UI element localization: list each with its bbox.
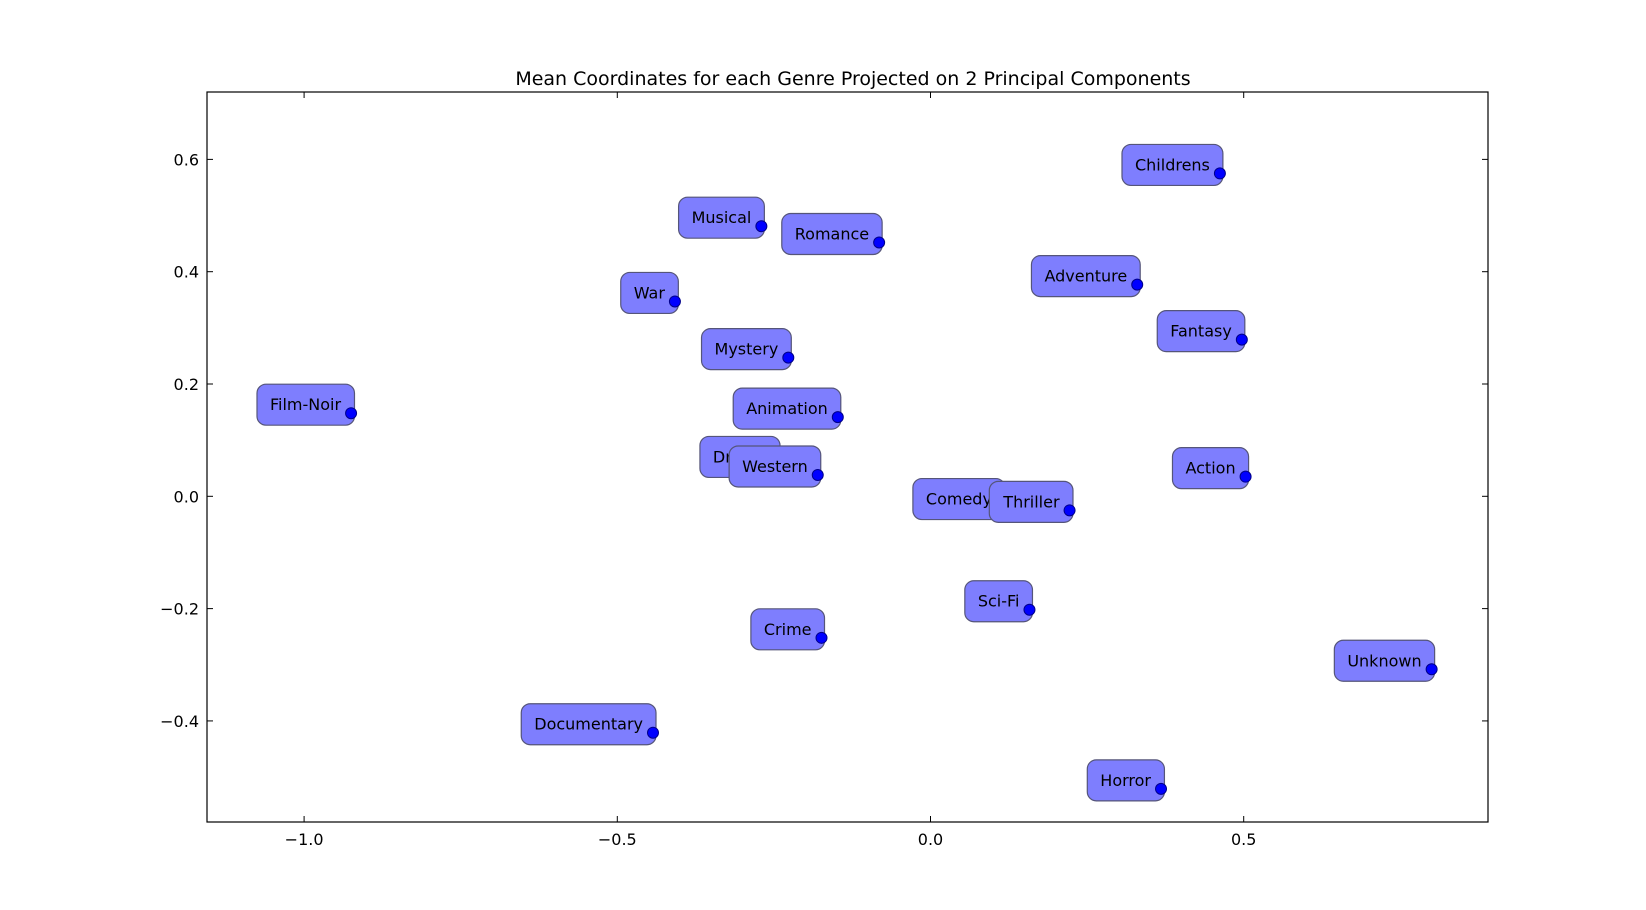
label-box (620, 271, 679, 315)
genre-point (1235, 333, 1248, 346)
genre-label: Unknown (1347, 651, 1421, 670)
genre-point-group: Unknown (1333, 639, 1438, 682)
genre-label: Animation (746, 399, 828, 418)
genre-point-group: Romance (781, 212, 886, 256)
genre-point-group: Sci-Fi (964, 580, 1036, 623)
label-box (700, 328, 792, 371)
label-box (964, 580, 1034, 623)
chart-title: Mean Coordinates for each Genre Projecte… (515, 68, 1190, 90)
genre-point-group: War (620, 271, 681, 315)
genre-point (755, 220, 768, 233)
genre-label: Musical (692, 208, 752, 227)
data-points: Childrens Musical Romance Adventure War Fanta… (256, 143, 1438, 802)
genre-label: Horror (1100, 771, 1151, 790)
genre-label: Romance (795, 224, 869, 243)
genre-point-group: Horror (1086, 759, 1168, 802)
label-box (728, 445, 822, 488)
genre-point (1131, 278, 1144, 291)
genre-point-group: Musical (677, 196, 768, 239)
x-tick-label: −1.0 (285, 830, 324, 849)
genre-label: Film-Noir (270, 395, 341, 414)
label-box (988, 480, 1074, 523)
label-box (1333, 639, 1436, 682)
genre-point-group: Thriller (988, 480, 1076, 523)
genre-point-group: Western (728, 445, 824, 488)
x-tick-label: 0.0 (918, 830, 943, 849)
label-box (1121, 143, 1224, 187)
y-tick-label: −0.2 (160, 600, 199, 619)
genre-point (345, 407, 358, 420)
genre-label: Thriller (1002, 492, 1060, 511)
genre-point-group: Comedy (912, 477, 1008, 521)
label-box (781, 212, 883, 256)
genre-point (1023, 603, 1036, 616)
genre-label: Fantasy (1170, 322, 1232, 341)
genre-label: Crime (764, 620, 812, 639)
label-box (1030, 255, 1141, 298)
genre-point-group: Fantasy (1156, 310, 1248, 353)
genre-label: Sci-Fi (978, 592, 1020, 611)
genre-point (647, 726, 660, 739)
y-tick-label: 0.6 (174, 150, 199, 169)
genre-label: War (634, 283, 666, 302)
genre-point-group: Action (1171, 447, 1252, 490)
y-tick-label: 0.0 (174, 487, 199, 506)
genre-point (1063, 504, 1076, 517)
genre-point (831, 411, 844, 424)
x-tick-label: −0.5 (598, 830, 637, 849)
genre-point-group: Crime (750, 608, 828, 651)
label-box (1086, 759, 1166, 802)
genre-point (811, 468, 824, 481)
axis-ticks: −1.0 −0.5 0.0 0.5 −0.4 −0.2 0.0 0.2 0.4 0.6 (160, 92, 1488, 849)
genre-point-group: Childrens (1121, 143, 1226, 187)
genre-point (668, 295, 681, 308)
genre-point-group: Animation (732, 387, 844, 430)
y-tick-label: 0.4 (174, 263, 199, 282)
label-box (732, 387, 842, 430)
plot-area-frame (206, 91, 1489, 823)
genre-label: Comedy (926, 490, 992, 509)
label-box (256, 383, 356, 426)
genre-point (1213, 167, 1226, 180)
genre-point (815, 631, 828, 644)
label-box (1171, 447, 1250, 490)
genre-label: Mystery (715, 340, 779, 359)
genre-point-group: Documentary (520, 703, 660, 746)
label-box (677, 196, 765, 239)
genre-point-group: Film-Noir (256, 383, 358, 426)
genre-point (1425, 663, 1438, 676)
genre-point (782, 351, 795, 364)
y-tick-label: −0.4 (160, 712, 199, 731)
label-box (1156, 310, 1246, 353)
genre-label: Childrens (1135, 155, 1210, 174)
genre-label: Adventure (1044, 267, 1127, 286)
genre-point (1239, 470, 1252, 483)
genre-label: Western (742, 457, 808, 476)
genre-label: Action (1185, 459, 1235, 478)
genre-point (1155, 782, 1168, 795)
genre-point (873, 236, 886, 249)
label-box (750, 608, 826, 651)
genre-point-group: Adventure (1030, 255, 1144, 298)
genre-label: Documentary (534, 715, 643, 734)
y-tick-label: 0.2 (174, 375, 199, 394)
x-tick-label: 0.5 (1231, 830, 1256, 849)
genre-point-group: Mystery (700, 328, 795, 371)
label-box (520, 703, 657, 746)
